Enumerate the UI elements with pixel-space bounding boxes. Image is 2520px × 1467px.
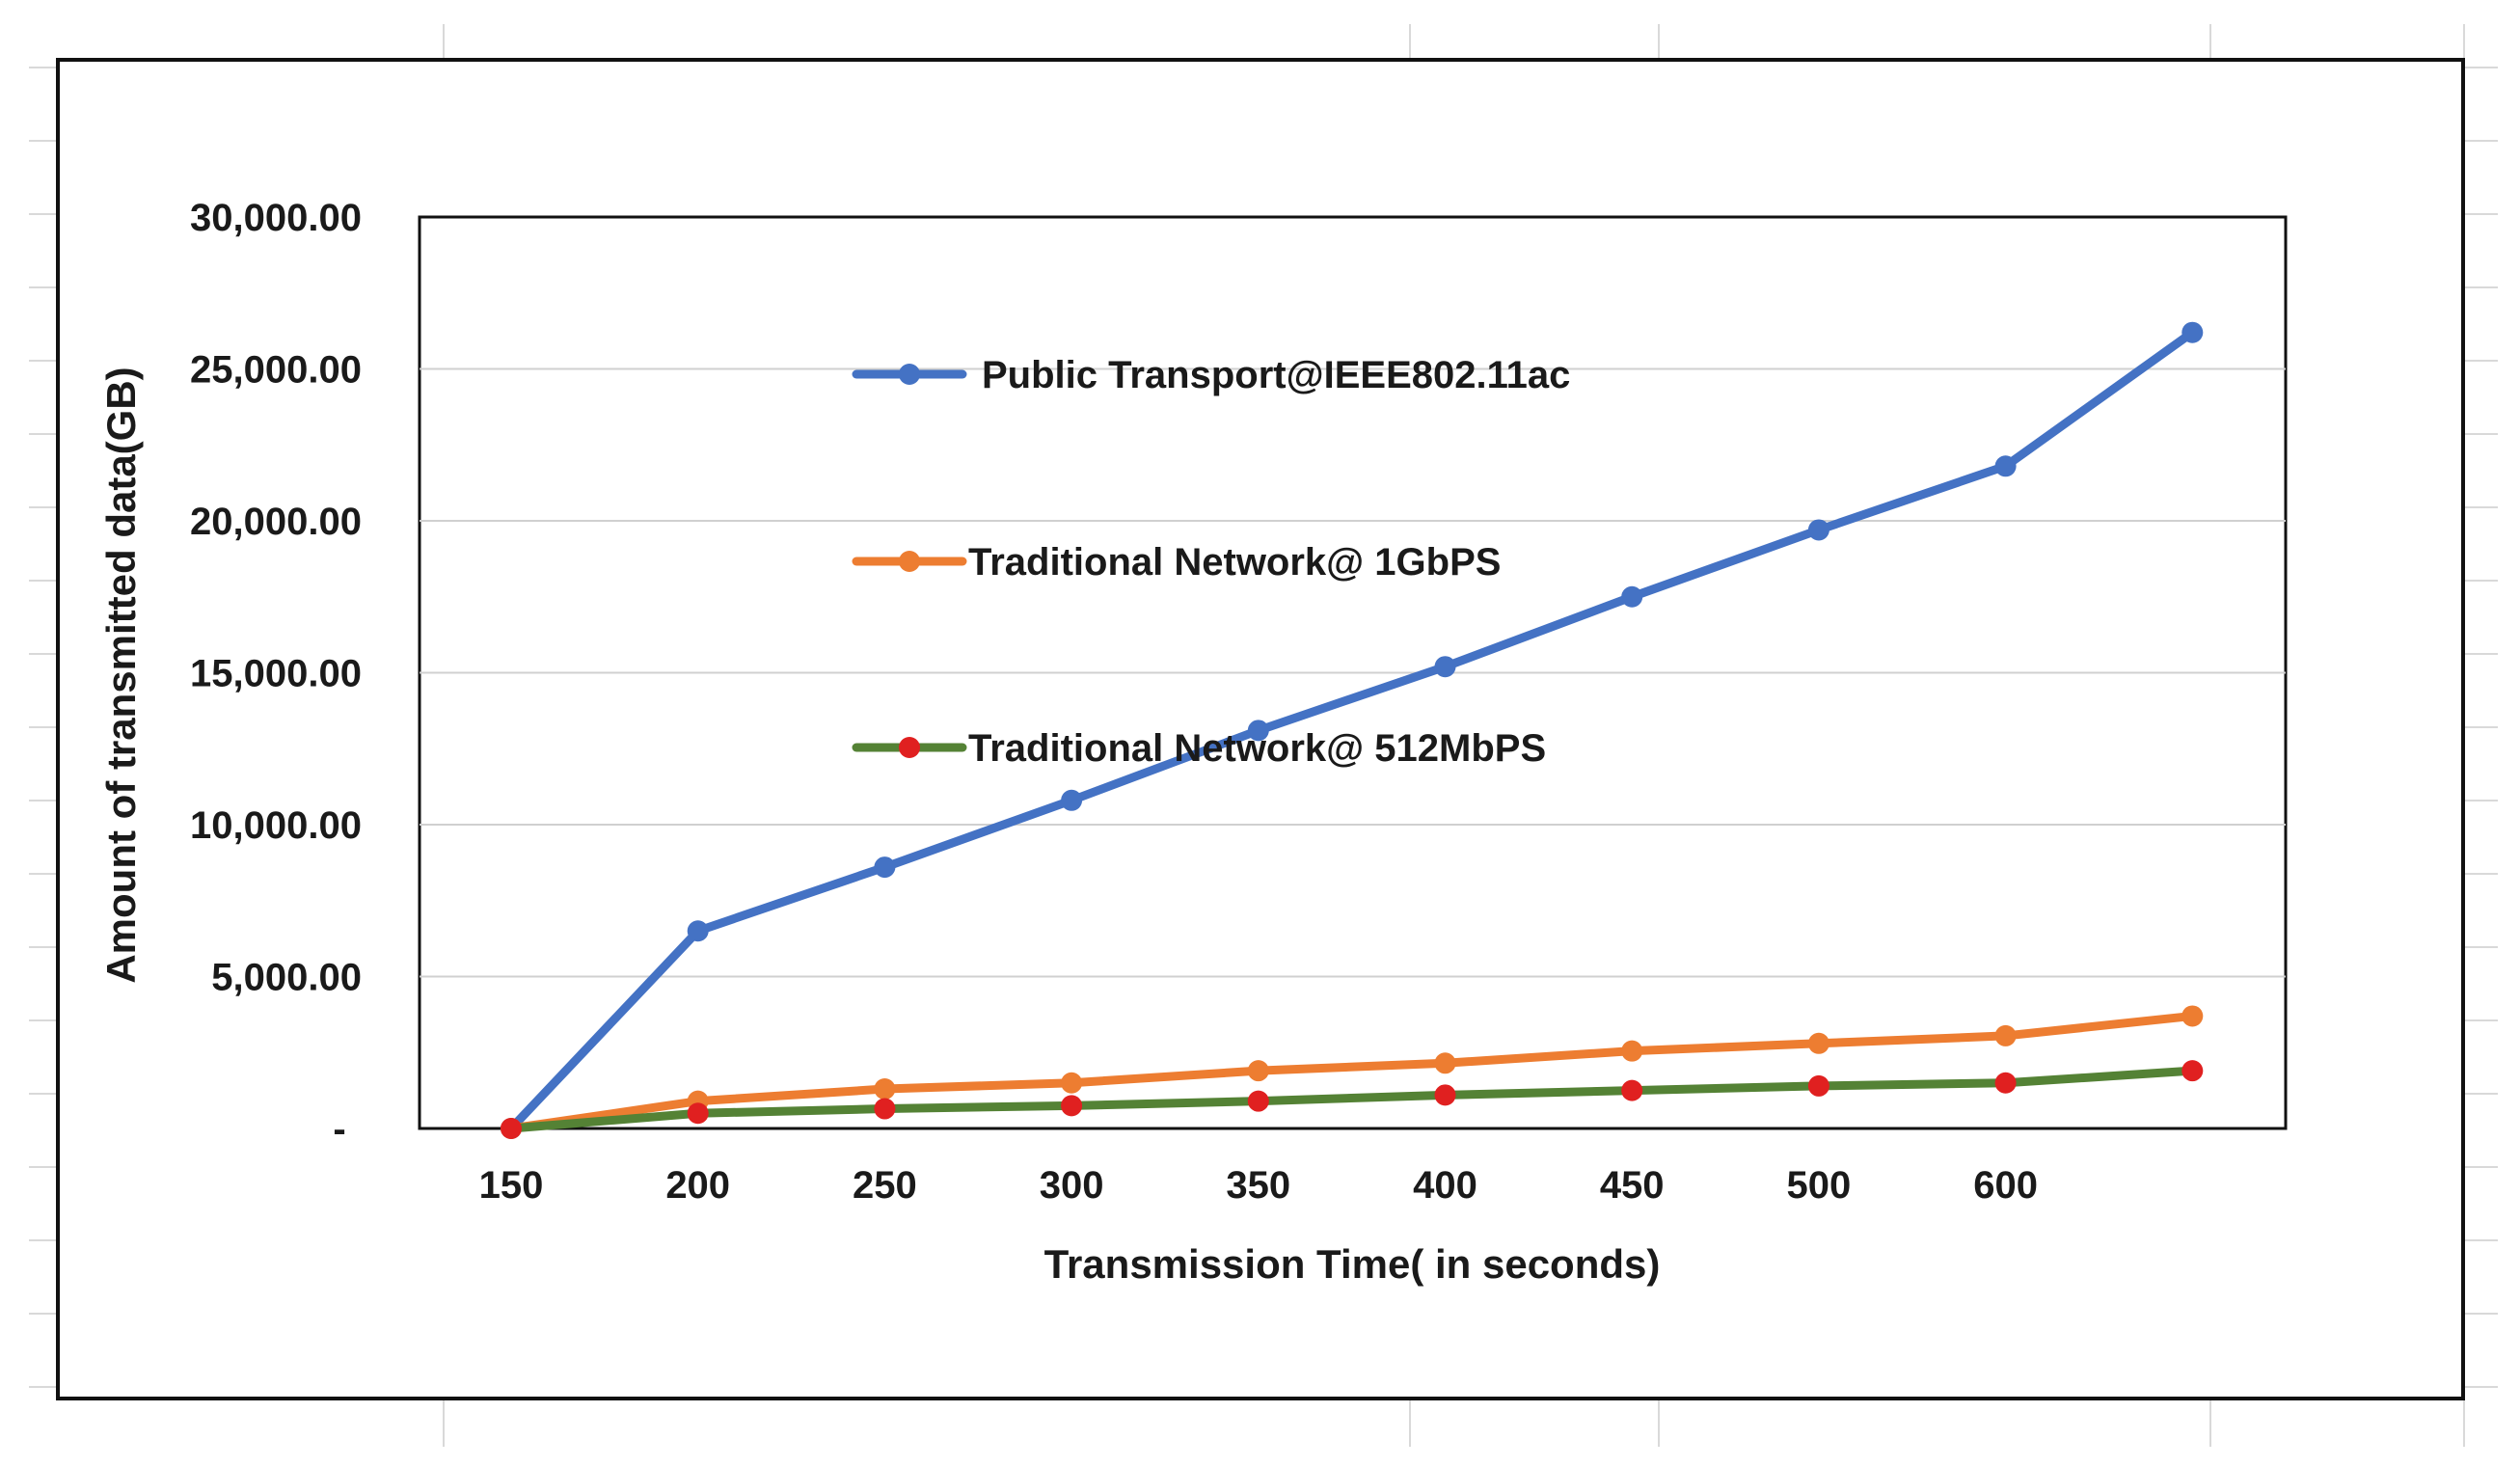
data-point xyxy=(1061,1095,1083,1117)
x-tick-label: 350 xyxy=(1226,1164,1290,1207)
legend-label: Traditional Network@ 512MbPS xyxy=(968,727,1546,770)
y-axis-tick-labels: - 5,000.00 10,000.00 15,000.00 20,000.00 25,0… xyxy=(190,197,362,1151)
legend-label: Traditional Network@ 1GbPS xyxy=(968,541,1501,584)
x-tick-label: 400 xyxy=(1413,1164,1477,1207)
data-point xyxy=(1434,656,1456,678)
data-point xyxy=(874,856,896,879)
series-layer xyxy=(501,321,2204,1139)
series-line xyxy=(506,1066,2197,1133)
gridlines xyxy=(420,367,2286,978)
legend: Public Transport@IEEE802.11ac Traditional… xyxy=(852,354,1570,770)
x-tick-label: 250 xyxy=(853,1164,917,1207)
data-point xyxy=(1994,455,2017,477)
legend-entry-2: Traditional Network@ 1GbPS xyxy=(852,541,1501,584)
legend-entry-1: Public Transport@IEEE802.11ac xyxy=(852,354,1570,396)
legend-entry-3: Traditional Network@ 512MbPS xyxy=(852,727,1546,770)
data-point xyxy=(1807,1074,1829,1097)
y-axis-title: Amount of transmitted data(GB) xyxy=(98,367,144,983)
data-point xyxy=(1434,1052,1456,1074)
x-axis-title: Transmission Time( in seconds) xyxy=(1044,1241,1661,1287)
y-tick-label: 30,000.00 xyxy=(190,197,362,239)
y-tick-label: 20,000.00 xyxy=(190,501,362,543)
x-tick-label: 500 xyxy=(1787,1164,1852,1207)
data-point xyxy=(1994,1024,2017,1046)
y-tick-label: 15,000.00 xyxy=(190,653,362,695)
data-point xyxy=(874,1098,896,1120)
series-line xyxy=(506,1011,2197,1133)
x-tick-label: 300 xyxy=(1040,1164,1104,1207)
data-point xyxy=(2181,1005,2204,1027)
data-point xyxy=(1807,1032,1829,1054)
y-tick-label: 25,000.00 xyxy=(190,349,362,392)
y-tick-label: - xyxy=(333,1108,345,1151)
x-tick-label: 150 xyxy=(479,1164,544,1207)
data-point xyxy=(1247,720,1269,742)
data-point xyxy=(1061,789,1083,811)
data-point xyxy=(874,1078,896,1100)
x-tick-label: 200 xyxy=(665,1164,730,1207)
legend-swatch-marker xyxy=(899,551,920,572)
x-tick-label: 600 xyxy=(1973,1164,2038,1207)
legend-swatch-marker xyxy=(899,737,920,758)
spreadsheet-background-grid xyxy=(29,24,2498,1447)
y-tick-label: 10,000.00 xyxy=(190,804,362,847)
data-point xyxy=(501,1118,522,1139)
data-point xyxy=(687,920,709,942)
data-point xyxy=(1807,519,1829,541)
legend-label: Public Transport@IEEE802.11ac xyxy=(982,354,1570,396)
legend-swatch-marker xyxy=(899,364,920,385)
y-tick-label: 5,000.00 xyxy=(211,957,362,999)
series-3 xyxy=(501,1060,2204,1139)
data-point xyxy=(2181,321,2204,343)
x-axis-tick-labels: 150 200 250 300 350 400 450 500 600 xyxy=(479,1164,2038,1207)
data-point xyxy=(687,1102,709,1125)
data-point xyxy=(1247,1090,1269,1112)
series-line xyxy=(506,328,2197,1133)
data-point xyxy=(2181,1060,2204,1082)
data-point xyxy=(1621,1040,1643,1062)
data-point xyxy=(1434,1084,1456,1106)
data-point xyxy=(1994,1072,2017,1094)
data-point xyxy=(1061,1072,1083,1094)
data-point xyxy=(1247,1060,1269,1082)
data-point xyxy=(1621,585,1643,608)
x-tick-label: 450 xyxy=(1600,1164,1665,1207)
data-point xyxy=(1621,1079,1643,1101)
